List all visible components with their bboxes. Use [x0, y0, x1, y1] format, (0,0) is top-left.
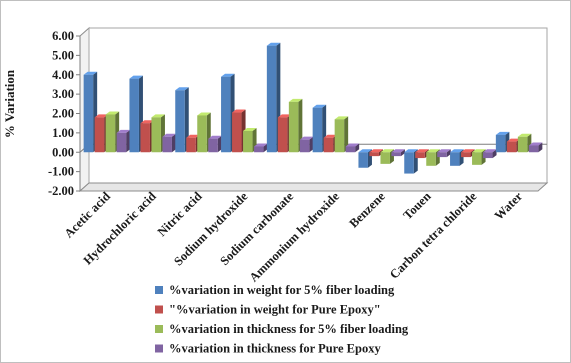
legend: %variation in weight for 5% fiber loadin… [155, 283, 409, 356]
x-category-label: Carbon tetra chloride [387, 189, 480, 282]
legend-label: %variation in weight for 5% fiber loadin… [169, 283, 395, 297]
x-category-label: Ammonium hydroxide [247, 189, 343, 285]
bar [358, 149, 372, 168]
legend-label: %variation in thickness for 5% fiber loa… [169, 322, 409, 336]
bar [299, 136, 314, 153]
bar [380, 149, 394, 164]
bar [437, 149, 451, 158]
x-category-label: Water [492, 189, 526, 223]
bar [208, 135, 222, 153]
y-tick-label: 2.00 [52, 107, 74, 121]
legend-swatch [155, 286, 163, 294]
y-tick-label: 0.00 [52, 145, 74, 159]
y-tick-label: -1.00 [48, 165, 74, 179]
y-axis-ticks: -2.00 -1.00 0.00 1.00 2.00 3.00 4.00 5.00 6.00 [48, 29, 80, 198]
legend-swatch [155, 344, 163, 353]
bar [254, 143, 268, 153]
x-category-label: Benzene [346, 189, 388, 231]
y-axis-title: % Variation [2, 69, 17, 138]
x-category-label: Touen [400, 189, 433, 222]
y-tick-label: 1.00 [52, 126, 74, 140]
bar [391, 149, 405, 157]
bar [175, 87, 189, 153]
y-tick-label: 5.00 [52, 48, 74, 62]
bar [426, 149, 440, 166]
bar [345, 143, 360, 153]
floor [78, 182, 549, 192]
y-tick-label: 4.00 [52, 68, 74, 82]
legend-label: "%variation in weight for Pure Epoxy" [169, 303, 381, 317]
y-tick-label: 3.00 [52, 87, 74, 101]
bar [334, 116, 349, 153]
bar [116, 129, 131, 153]
bar [528, 142, 543, 153]
bar [162, 133, 176, 153]
y-tick-label: -2.00 [48, 184, 74, 198]
bar [483, 149, 497, 159]
legend-label: %variation in thickness for Pure Epoxy [169, 342, 381, 356]
bar [450, 149, 464, 166]
legend-swatch [155, 325, 163, 333]
bars [83, 42, 543, 174]
legend-swatch [155, 305, 163, 314]
y-tick-label: 6.00 [52, 29, 74, 43]
